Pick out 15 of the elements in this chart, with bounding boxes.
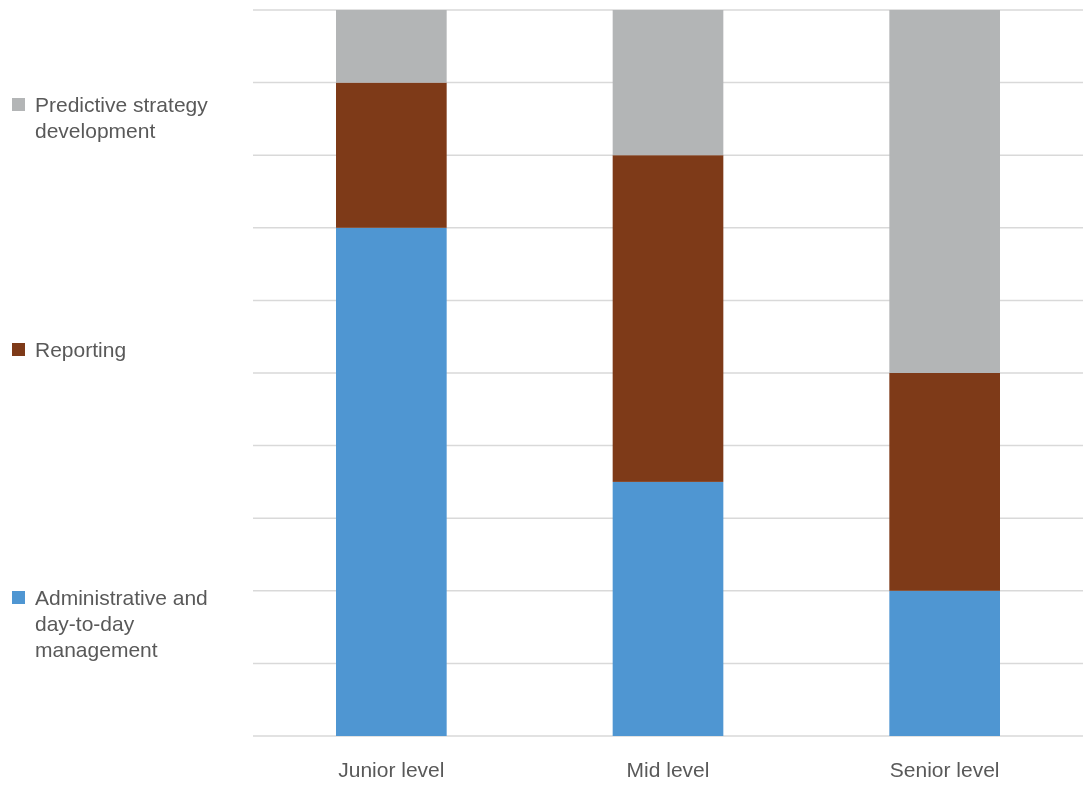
legend-label: Administrative and day-to-day management <box>35 586 208 661</box>
bar <box>336 227 447 736</box>
legend-label: Reporting <box>35 338 127 361</box>
bar <box>612 481 724 736</box>
legend-label: Predictive strategy development <box>35 93 209 142</box>
bar <box>889 373 1000 591</box>
x-tick-label: Mid level <box>626 758 710 781</box>
bar <box>612 155 724 482</box>
bar <box>336 10 447 83</box>
bar <box>336 82 447 228</box>
bar <box>612 10 724 156</box>
x-tick-label: Senior level <box>889 758 1000 781</box>
bar <box>889 590 1000 736</box>
bar <box>889 10 1000 373</box>
x-tick-label: Junior level <box>338 758 445 781</box>
